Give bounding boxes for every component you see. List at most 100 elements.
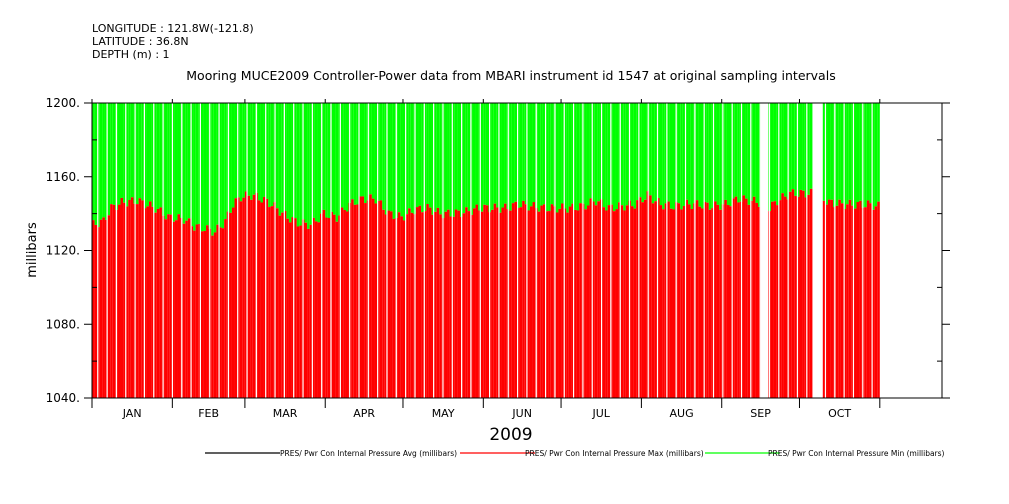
min-series-bar: [123, 103, 126, 203]
min-series-bar: [631, 103, 634, 207]
min-series-bar: [265, 103, 269, 199]
min-series-bar: [130, 103, 134, 198]
max-series-bar: [237, 197, 240, 398]
min-series-bar: [327, 103, 331, 218]
min-series-bar: [218, 103, 222, 228]
min-series-bar: [400, 103, 403, 217]
min-series-bar: [501, 103, 505, 208]
max-series-bar: [856, 202, 860, 398]
min-series-bar: [623, 103, 626, 211]
max-series-bar: [537, 211, 541, 398]
min-series-bar: [571, 103, 575, 204]
data-gap: [843, 103, 845, 398]
max-series-bar: [859, 200, 862, 398]
min-series-bar: [708, 103, 712, 210]
min-series-bar: [734, 103, 738, 197]
min-series-bar: [379, 103, 383, 201]
data-gap: [134, 103, 136, 398]
min-series-bar: [638, 103, 642, 198]
min-series-bar: [822, 103, 826, 201]
max-series-bar: [618, 202, 621, 398]
max-series-bar: [117, 204, 121, 398]
x-axis: JAN FEB MAR APR MAY JUN JUL AUG SEP OCT: [91, 99, 881, 420]
min-series-bar: [415, 103, 419, 208]
max-series-bar: [467, 211, 471, 398]
max-series-bar: [877, 201, 880, 398]
max-series-bar: [333, 214, 336, 398]
max-series-bar: [830, 199, 834, 398]
max-series-bar: [568, 206, 572, 398]
min-series-bar: [643, 103, 647, 200]
min-series-bar: [537, 103, 541, 212]
min-series-bar: [877, 103, 880, 202]
max-series-bar: [498, 212, 502, 398]
min-series-bar: [286, 103, 289, 219]
max-series-bar: [203, 230, 207, 398]
max-series-bar: [755, 202, 759, 398]
max-series-bar: [294, 218, 297, 398]
max-series-bar: [708, 209, 712, 398]
max-series-bar: [288, 222, 292, 398]
min-series-bar: [685, 103, 689, 200]
max-series-bar: [737, 202, 740, 398]
data-gap: [647, 103, 649, 398]
max-series-bar: [112, 204, 116, 398]
max-series-bar: [335, 221, 339, 398]
min-series-bar: [159, 103, 162, 208]
min-series-bar: [688, 103, 691, 205]
data-gap: [377, 103, 379, 398]
max-series-bar: [410, 212, 414, 398]
max-series-bar: [107, 215, 111, 398]
data-gap: [181, 103, 183, 398]
max-series-bar: [656, 197, 660, 398]
max-series-bar: [239, 201, 243, 398]
min-series-bar: [467, 103, 471, 212]
min-series-bar: [263, 103, 266, 197]
data-gap: [834, 103, 836, 398]
max-series-bar: [706, 202, 709, 398]
max-series-bar: [457, 210, 460, 398]
data-gap: [871, 103, 873, 398]
max-series-bar: [465, 207, 468, 398]
min-series-bar: [566, 103, 569, 213]
min-series-bar: [659, 103, 663, 206]
max-series-bar: [548, 211, 551, 398]
data-gap: [293, 103, 295, 398]
data-gap: [628, 103, 631, 398]
min-series-bar: [94, 103, 98, 225]
min-series-bar: [483, 103, 486, 205]
max-series-bar: [874, 206, 878, 398]
max-series-bar: [265, 198, 269, 398]
max-series-bar: [615, 209, 619, 398]
min-series-bar: [392, 103, 396, 219]
max-series-bar: [146, 206, 150, 398]
min-series-bar: [447, 103, 450, 210]
max-series-bar: [501, 207, 505, 398]
min-series-bar: [480, 103, 484, 212]
x-tick-label: MAR: [273, 407, 298, 420]
max-series-bar: [480, 211, 484, 398]
min-series-bar: [690, 103, 694, 209]
max-series-bar: [695, 200, 699, 398]
max-series-bar: [286, 218, 289, 398]
min-series-bar: [333, 103, 336, 215]
max-series-bar: [270, 206, 274, 398]
max-series-bar: [558, 208, 562, 398]
max-series-bar: [436, 207, 440, 398]
max-series-bar: [390, 211, 393, 398]
data-gap: [703, 103, 705, 398]
data-gap: [666, 103, 668, 398]
min-series-bar: [843, 103, 847, 209]
y-tick-label: 1120.: [46, 244, 80, 258]
data-gap: [358, 103, 360, 398]
min-series-bar: [542, 103, 546, 205]
max-series-bar: [846, 204, 849, 398]
data-gap: [796, 103, 799, 398]
max-series-bar: [447, 209, 450, 398]
data-gap: [227, 103, 229, 398]
max-series-bar: [309, 224, 313, 398]
min-series-bar: [174, 103, 178, 221]
min-series-bar: [444, 103, 448, 212]
max-series-bar: [369, 194, 372, 398]
data-gap: [591, 103, 593, 398]
